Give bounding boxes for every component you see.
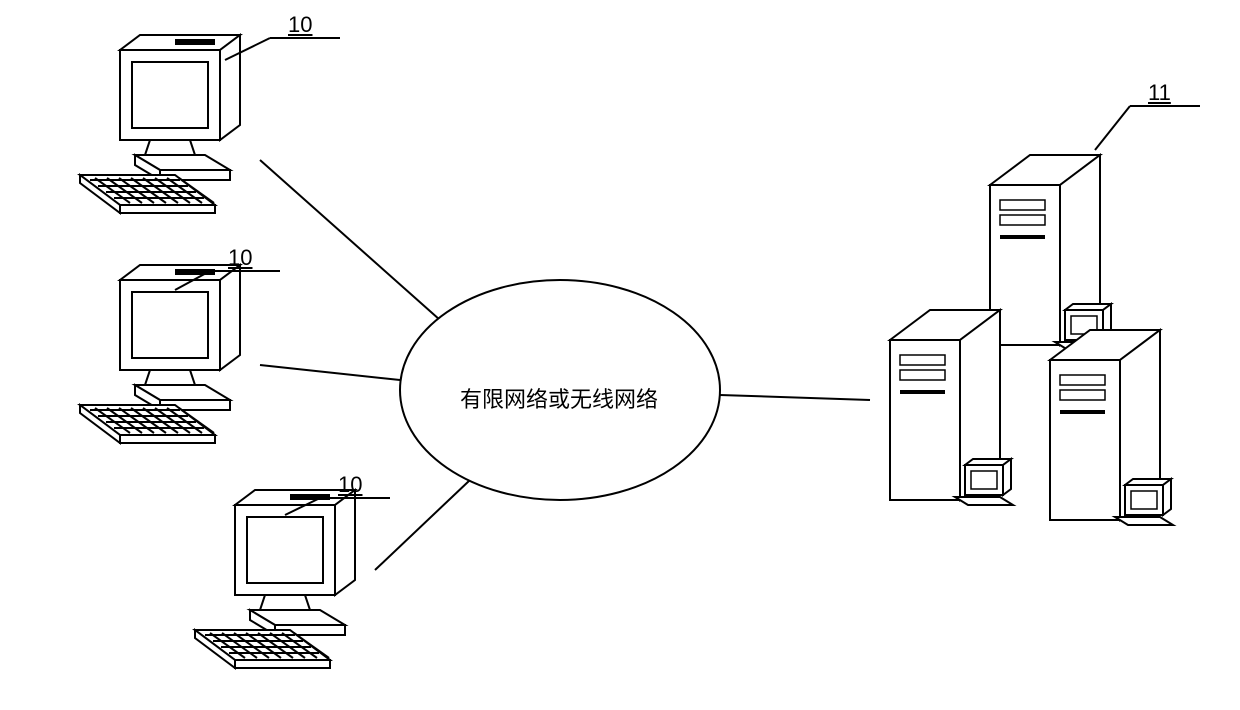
client-pc <box>80 265 240 443</box>
client-callout-label: 10 <box>338 472 362 498</box>
server-tower <box>1050 330 1173 525</box>
server-callout-label: 11 <box>1148 80 1171 106</box>
client-callout-label: 10 <box>288 12 312 38</box>
server-tower <box>890 310 1013 505</box>
client-callout-label: 10 <box>228 245 252 271</box>
server-tower <box>990 155 1113 350</box>
client-pc <box>195 490 355 668</box>
client-pc <box>80 35 240 213</box>
network-diagram <box>0 0 1240 710</box>
network-cloud-label: 有限网络或无线网络 <box>460 382 658 414</box>
